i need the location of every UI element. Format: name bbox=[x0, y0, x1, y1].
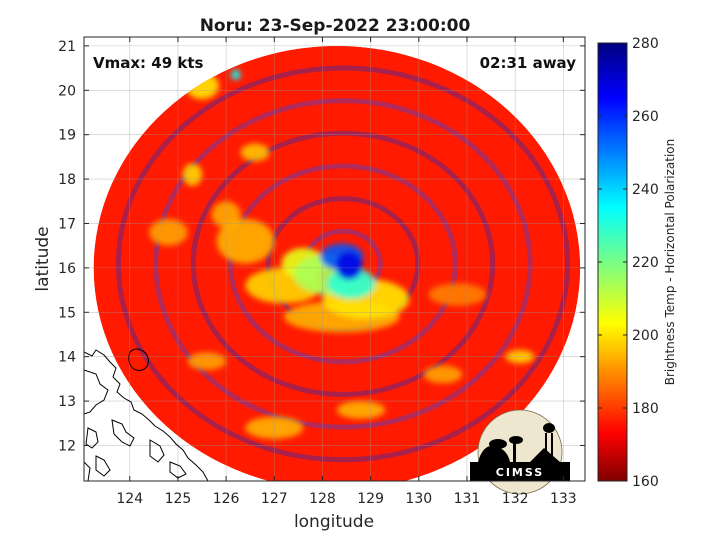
tb-feature bbox=[428, 283, 487, 306]
x-tick-label: 129 bbox=[357, 491, 384, 507]
y-tick-label: 14 bbox=[58, 350, 76, 366]
x-tick-label: 131 bbox=[454, 491, 481, 507]
y-tick-label: 16 bbox=[58, 261, 76, 277]
swath-band bbox=[228, 163, 458, 365]
colorbar-tick-label: 200 bbox=[632, 328, 659, 344]
x-tick-label: 127 bbox=[261, 491, 288, 507]
x-tick-label: 133 bbox=[550, 491, 577, 507]
axes-frame bbox=[83, 36, 586, 482]
x-tick-label: 130 bbox=[405, 491, 432, 507]
y-tick-label: 20 bbox=[58, 83, 76, 99]
y-tick-label: 17 bbox=[58, 216, 76, 232]
y-tick-label: 15 bbox=[58, 305, 76, 321]
tb-feature bbox=[182, 163, 203, 186]
tb-feature bbox=[240, 143, 270, 162]
y-tick-label: 13 bbox=[58, 394, 76, 410]
tb-feature bbox=[423, 365, 463, 384]
x-tick-label: 132 bbox=[502, 491, 529, 507]
colorbar-tick-label: 260 bbox=[632, 109, 659, 125]
x-tick-label: 124 bbox=[116, 491, 143, 507]
tb-feature bbox=[187, 352, 227, 370]
x-axis-label: longitude bbox=[294, 512, 374, 532]
coastline bbox=[84, 348, 209, 481]
y-tick-label: 21 bbox=[58, 39, 76, 55]
x-tick-label: 125 bbox=[165, 491, 192, 507]
tb-feature bbox=[336, 401, 386, 419]
swath-band bbox=[190, 130, 496, 397]
tb-feature bbox=[335, 251, 363, 280]
y-tick-label: 18 bbox=[58, 172, 76, 188]
tb-feature bbox=[230, 69, 241, 81]
colorbar bbox=[597, 42, 628, 482]
y-tick-label: 19 bbox=[58, 128, 76, 144]
y-axis-ticks: 12 13 14 15 16 17 18 19 20 21 bbox=[58, 39, 585, 454]
colorbar-tick-label: 280 bbox=[632, 36, 659, 52]
time-away-annotation: 02:31 away bbox=[480, 54, 577, 72]
swath-band bbox=[153, 98, 533, 430]
x-tick-label: 128 bbox=[309, 491, 336, 507]
grid-lines bbox=[84, 37, 585, 481]
x-tick-label: 126 bbox=[213, 491, 240, 507]
tb-feature bbox=[216, 219, 275, 264]
colorbar-tick-label: 180 bbox=[632, 401, 659, 417]
cimss-logo: CIMSS bbox=[470, 409, 570, 495]
colorbar-tick-label: 240 bbox=[632, 182, 659, 198]
tb-feature bbox=[327, 267, 376, 299]
y-tick-label: 12 bbox=[58, 438, 76, 454]
x-axis-ticks: 124 125 126 127 128 129 130 131 132 133 bbox=[116, 37, 577, 507]
tb-feature bbox=[149, 219, 188, 246]
y-axis-label: latitude bbox=[33, 226, 53, 291]
colorbar-label: Brightness Temp - Horizontal Polarizatio… bbox=[663, 139, 677, 386]
colorbar-tick-label: 160 bbox=[632, 474, 659, 490]
logo-text: CIMSS bbox=[496, 466, 544, 479]
colorbar-ticks: 160 180 200 220 240 260 280 bbox=[598, 36, 659, 490]
colorbar-tick-label: 220 bbox=[632, 255, 659, 271]
swath-band bbox=[115, 65, 570, 463]
chart-title: Noru: 23-Sep-2022 23:00:00 bbox=[200, 16, 471, 36]
vmax-annotation: Vmax: 49 kts bbox=[93, 54, 203, 72]
